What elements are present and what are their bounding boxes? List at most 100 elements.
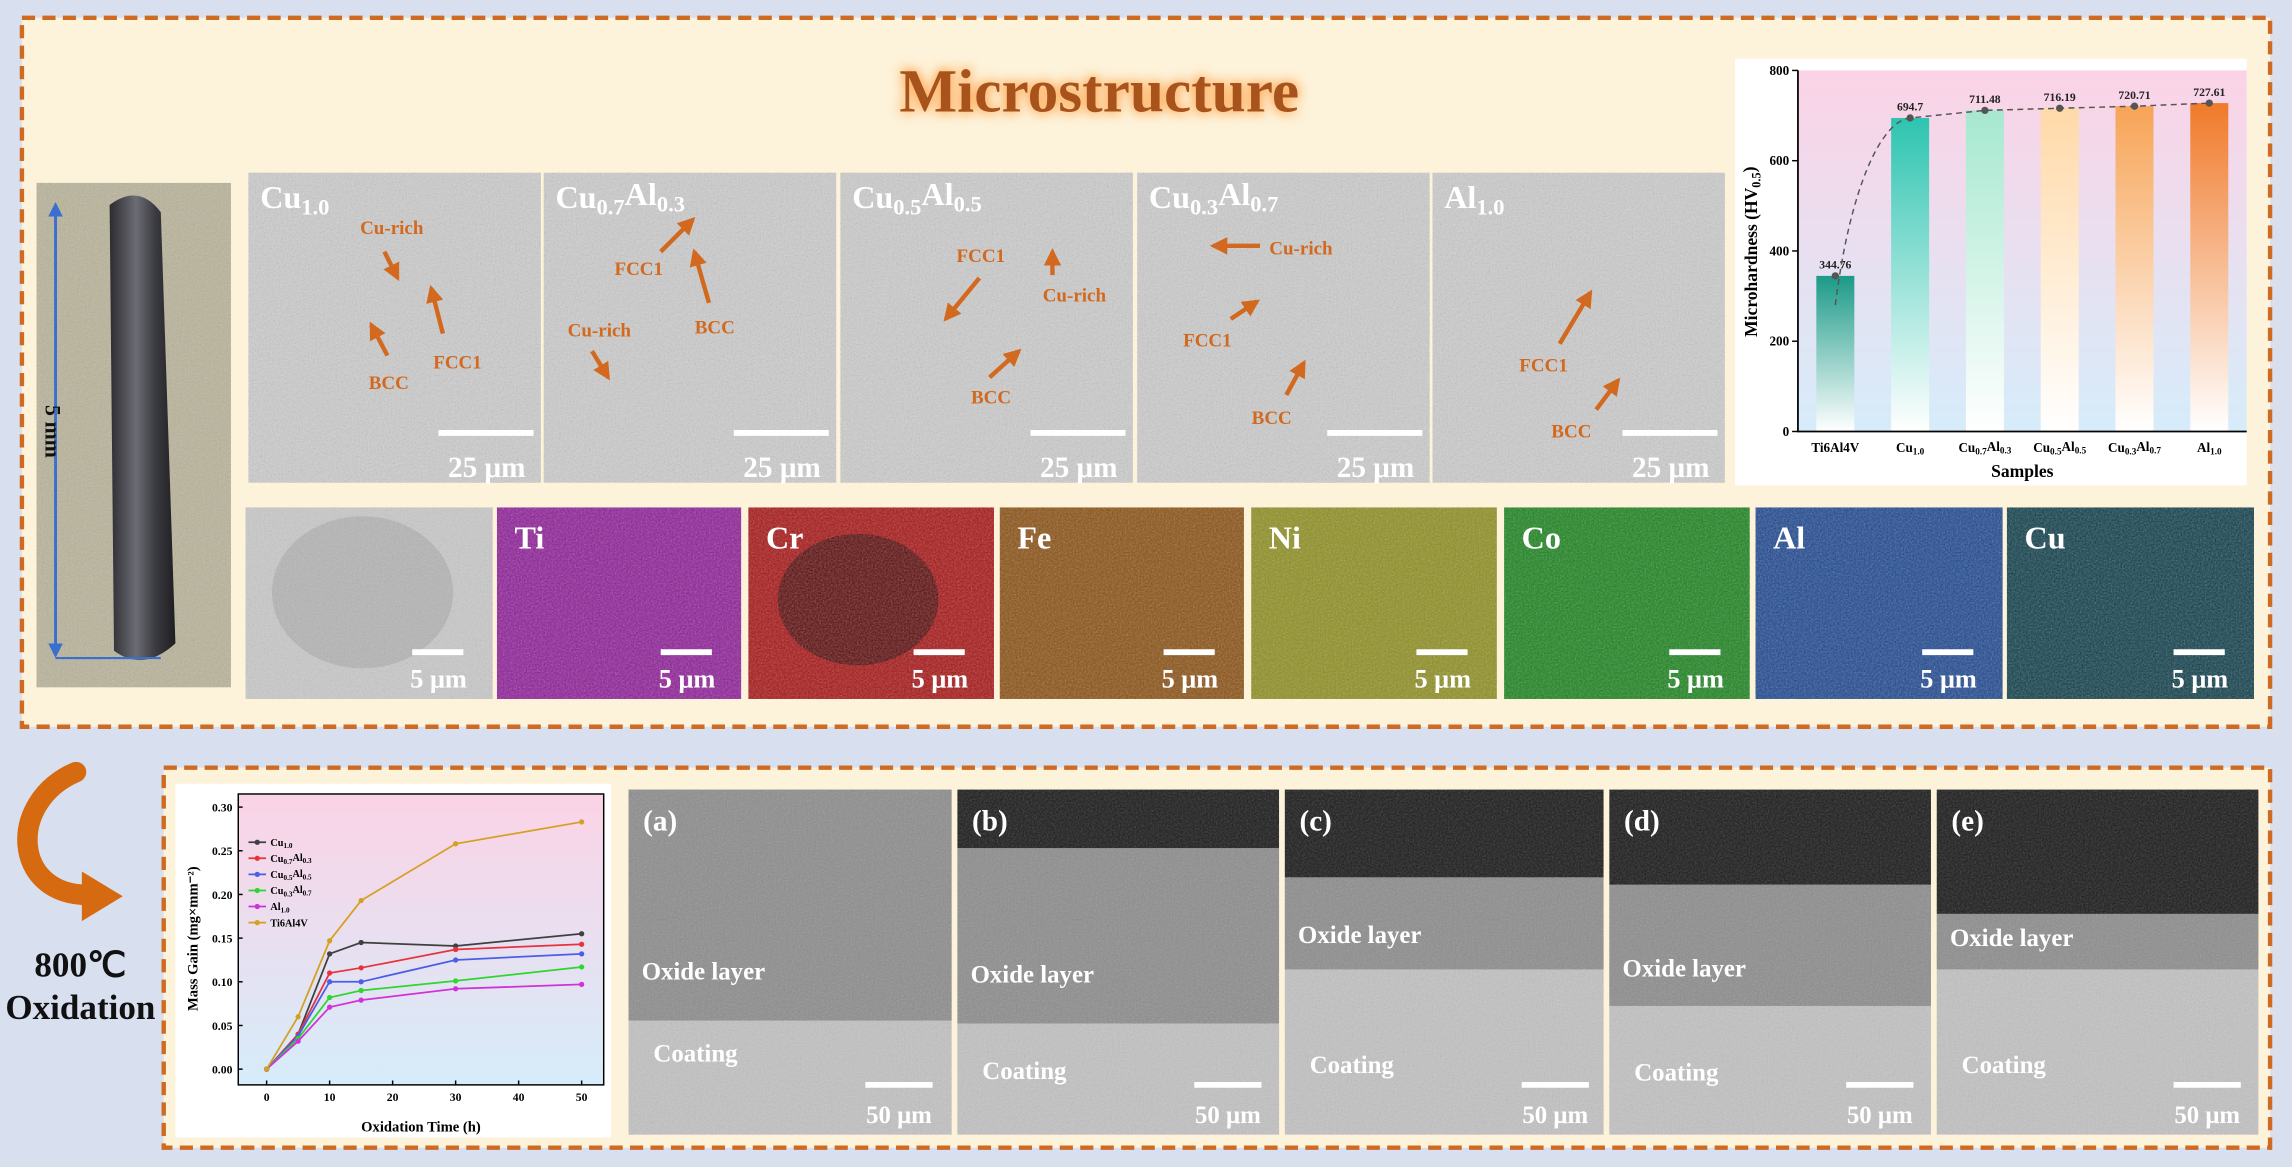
phase-arrow: [369, 321, 390, 357]
legend-label: Cu0.7Al0.3: [270, 853, 312, 866]
phase-arrow: [988, 348, 1022, 380]
phase-label: BCC: [1551, 421, 1591, 442]
legend-marker: [254, 871, 260, 878]
bar: [2040, 108, 2079, 432]
phase-label: FCC1: [1183, 331, 1232, 352]
phase-label: FCC1: [614, 259, 663, 280]
scale-text: 5 μm: [410, 664, 467, 693]
y-axis-label: Mass Gain (mg×mm⁻²): [185, 866, 201, 1011]
data-point: [295, 1014, 301, 1020]
text-part: Al: [921, 176, 953, 212]
x-tick-label: Cu0.3Al0.7: [2108, 439, 2161, 457]
coating-label: Coating: [1634, 1059, 1719, 1086]
sem-label: Cu0.5Al0.5: [852, 176, 982, 220]
x-tick-label: Ti6Al4V: [1811, 440, 1859, 455]
scale-text: 5 μm: [1667, 664, 1724, 693]
phase-arrow: [689, 248, 712, 304]
text-part: Al: [270, 902, 280, 913]
data-point: [263, 1066, 270, 1072]
texture: [628, 789, 952, 1135]
x-tick-label: 20: [387, 1091, 399, 1104]
subscript: 0.5: [303, 873, 312, 881]
coating-label: Coating: [1310, 1052, 1395, 1079]
legend-marker: [254, 903, 260, 910]
phase-arrow: [426, 284, 446, 335]
phase-label: Cu-rich: [1269, 239, 1333, 260]
text-part: Al: [2062, 439, 2075, 454]
photo-scale: 5 mm: [40, 405, 65, 458]
x-tick-label: Cu1.0: [1896, 440, 1925, 457]
texture: [957, 789, 1280, 1135]
subscript: 0.7: [283, 858, 292, 866]
scale-text: 50 μm: [1195, 1102, 1261, 1129]
bar: [2190, 103, 2229, 432]
oxide-label: Oxide layer: [971, 962, 1094, 989]
phase-arrow: [659, 217, 696, 254]
phase-arrow: [1557, 289, 1593, 345]
series-line: [265, 821, 582, 1070]
text-part: Al: [2197, 440, 2210, 455]
bar: [1816, 275, 1855, 432]
data-point: [358, 897, 364, 904]
scale-text: 5 μm: [1162, 664, 1219, 693]
panel-label: (b): [972, 806, 1008, 838]
text-part: Al: [1444, 179, 1476, 215]
series-line: [265, 943, 582, 1070]
phase-label: Cu-rich: [1043, 285, 1107, 306]
subscript: 0.7: [2149, 446, 2161, 456]
scale-text: 25 μm: [1632, 452, 1709, 484]
y-tick-label: 0.15: [212, 933, 233, 946]
panel-label: (c): [1299, 806, 1331, 838]
text-part: Cu: [270, 838, 283, 849]
weld-bead: [109, 195, 176, 661]
phase-label: Cu-rich: [568, 320, 632, 341]
phase-label: FCC1: [433, 353, 482, 374]
scale-text: 25 μm: [1337, 452, 1414, 484]
data-point: [358, 987, 364, 994]
subscript: 0.5: [283, 874, 292, 882]
value-label: 716.19: [2044, 91, 2076, 104]
data-point: [579, 941, 585, 947]
scale-text: 5 μm: [912, 664, 969, 693]
legend-marker: [254, 839, 260, 845]
texture: [2006, 507, 2254, 699]
process-arrowhead: [81, 871, 123, 922]
element-label: Al: [1773, 519, 1805, 555]
text-part: Al: [292, 885, 302, 896]
text-part: ): [1739, 166, 1759, 172]
subscript: 1.0: [2210, 447, 2222, 457]
phase-label: Cu-rich: [360, 218, 424, 239]
value-label: 694.7: [1897, 101, 1923, 114]
oxide-label: Oxide layer: [1623, 956, 1746, 983]
plot-area: [1797, 70, 2247, 432]
legend-label: Cu0.3Al0.7: [270, 885, 312, 898]
texture: [1251, 507, 1497, 699]
phase-arrow: [382, 250, 400, 282]
bar-top-dot: [2205, 99, 2213, 107]
process-arrow: [17, 761, 98, 906]
x-tick-label: 40: [513, 1091, 525, 1104]
text-part: Al: [2136, 439, 2149, 454]
data-point: [326, 970, 333, 976]
phase-label: FCC1: [957, 246, 1006, 267]
x-tick-label: Cu0.7Al0.3: [1958, 439, 2011, 457]
oxide-label: Oxide layer: [1298, 922, 1421, 949]
subscript: 1.0: [283, 842, 292, 850]
y-tick-label: 0.00: [212, 1064, 233, 1077]
text-part: Microhardness (HV: [1741, 187, 1761, 337]
subscript: 0.3: [1190, 195, 1218, 220]
coating-label: Coating: [653, 1040, 738, 1067]
panel-label: (e): [1951, 806, 1983, 838]
data-point: [326, 951, 333, 957]
data-point: [326, 938, 333, 944]
y-tick-label: 0.30: [212, 801, 233, 814]
data-point: [579, 964, 585, 970]
x-tick-label: 50: [576, 1091, 588, 1104]
texture: [1504, 507, 1750, 699]
text-part: Al: [625, 176, 657, 212]
text-part: Cu: [270, 854, 283, 865]
x-tick-label: Al1.0: [2197, 440, 2222, 457]
y-tick-label: 200: [1769, 334, 1789, 349]
subscript: 1.0: [1476, 195, 1504, 220]
